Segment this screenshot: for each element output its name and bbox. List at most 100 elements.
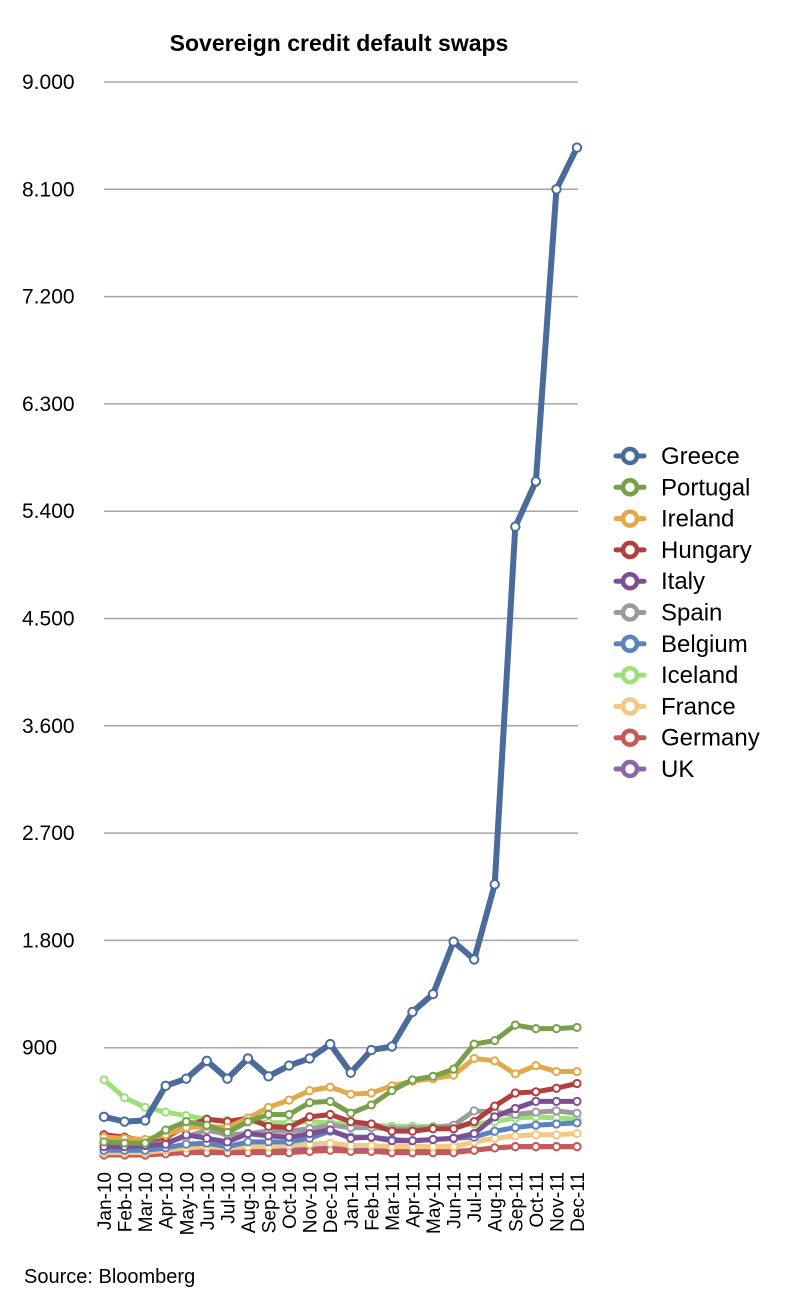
data-point (243, 1128, 253, 1139)
legend-item: Belgium (613, 631, 748, 658)
data-point (161, 1125, 171, 1135)
x-tick-label: Nov-11 (547, 1172, 568, 1232)
data-point (551, 1083, 562, 1093)
data-point (283, 1060, 295, 1071)
data-point (366, 1119, 376, 1129)
y-tick-label: 900 (22, 1037, 57, 1060)
data-point (346, 1117, 356, 1127)
data-point (161, 1107, 171, 1117)
data-point (469, 1117, 479, 1127)
legend-marker (620, 509, 640, 528)
legend-item: Germany (613, 725, 760, 752)
data-point (490, 1143, 500, 1153)
data-point (449, 1142, 459, 1152)
x-tick-label: Apr-10 (157, 1172, 178, 1229)
data-point (181, 1139, 191, 1149)
data-point (572, 1022, 582, 1033)
data-point (345, 1067, 356, 1078)
data-point (490, 1101, 500, 1111)
y-axis-tick-labels: 900 1.800 2.700 3.600 4.500 5.400 6.300 7.200 8.… (22, 71, 75, 1060)
data-point (427, 988, 439, 1000)
data-point (490, 1133, 500, 1143)
x-tick-label: May-11 (424, 1172, 445, 1234)
data-point (510, 1142, 520, 1152)
legend-label: Iceland (661, 662, 738, 689)
data-point (181, 1117, 191, 1127)
data-point (530, 476, 542, 487)
x-axis-tick-labels: Jan-10 Feb-10 Mar-10 Apr-10 May-10 Jun-10 Jul-… (95, 1172, 589, 1235)
chart-title: Sovereign credit default swaps (170, 30, 509, 56)
data-point (407, 1006, 418, 1018)
data-point (449, 1133, 459, 1143)
x-tick-label: Apr-11 (403, 1172, 424, 1228)
data-point (304, 1053, 315, 1064)
x-tick-label: Mar-11 (383, 1172, 404, 1231)
data-point (263, 1121, 274, 1131)
x-tick-label: Aug-11 (486, 1172, 507, 1232)
y-tick-label: 6.300 (22, 393, 75, 416)
data-point (284, 1109, 294, 1120)
data-point (243, 1117, 253, 1127)
data-point (305, 1086, 315, 1096)
x-tick-label: Jan-10 (95, 1172, 116, 1230)
data-point (139, 1115, 151, 1126)
y-tick-label: 8.100 (22, 178, 75, 201)
data-point (119, 1116, 130, 1127)
data-point (531, 1142, 541, 1152)
legend-label: Hungary (661, 537, 752, 564)
data-point (407, 1136, 418, 1146)
x-tick-label: Nov-10 (301, 1172, 322, 1233)
data-point (572, 1128, 582, 1139)
data-point (387, 1086, 397, 1096)
legend-marker (620, 697, 640, 716)
y-tick-label: 9.000 (22, 71, 75, 94)
data-point (98, 1111, 110, 1123)
data-point (510, 1020, 520, 1030)
data-point (449, 1064, 459, 1074)
legend-marker (620, 446, 640, 466)
legend: Greece Portugal Ireland Hungary Italy Spain Be… (613, 443, 760, 783)
data-point (469, 1106, 479, 1116)
y-tick-label: 1.800 (22, 929, 75, 952)
data-point (551, 1066, 562, 1077)
data-point (551, 1130, 562, 1140)
x-tick-label: Sep-11 (506, 1172, 527, 1232)
data-point (325, 1125, 335, 1135)
data-point (490, 1035, 500, 1046)
legend-marker (620, 759, 640, 779)
legend-marker (620, 728, 640, 747)
data-point (305, 1146, 315, 1157)
legend-label: Portugal (661, 474, 750, 501)
legend-marker (620, 634, 640, 654)
data-point (551, 184, 562, 195)
legend-label: Belgium (661, 631, 748, 658)
data-point (490, 1056, 500, 1066)
y-tick-label: 2.700 (22, 822, 75, 845)
data-point (531, 1024, 541, 1034)
data-point (407, 1126, 418, 1136)
data-point (140, 1102, 150, 1112)
y-tick-label: 5.400 (22, 500, 75, 523)
x-tick-label: Oct-10 (280, 1172, 301, 1229)
data-point (366, 1044, 377, 1056)
series-line (101, 144, 580, 1125)
x-tick-label: Jun-11 (445, 1172, 466, 1229)
data-point (202, 1120, 212, 1130)
data-point (572, 1108, 582, 1118)
data-point (449, 1124, 459, 1134)
data-point (489, 879, 500, 890)
x-tick-label: Feb-11 (362, 1172, 383, 1231)
legend-item: Spain (613, 600, 722, 627)
data-point (551, 1024, 562, 1034)
data-point (490, 1126, 500, 1136)
legend-marker (620, 478, 640, 497)
data-point (202, 1133, 212, 1143)
data-point (407, 1075, 418, 1085)
data-point (510, 1122, 520, 1133)
data-point (305, 1097, 315, 1108)
x-tick-label: Jan-11 (342, 1172, 363, 1229)
data-point (140, 1138, 150, 1148)
legend-label: UK (661, 756, 694, 783)
data-point (531, 1096, 541, 1106)
